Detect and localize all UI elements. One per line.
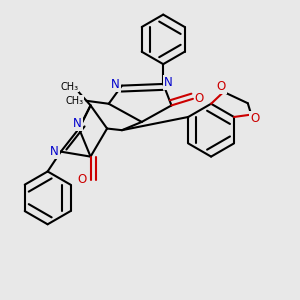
Text: O: O [78, 173, 87, 186]
Text: O: O [195, 92, 204, 105]
Text: CH₃: CH₃ [60, 82, 78, 92]
Text: N: N [164, 76, 173, 89]
Text: N: N [111, 78, 120, 91]
Text: CH₃: CH₃ [65, 96, 84, 106]
Text: O: O [217, 80, 226, 93]
Text: N: N [73, 117, 82, 130]
Text: O: O [250, 112, 260, 125]
Text: N: N [50, 145, 59, 158]
